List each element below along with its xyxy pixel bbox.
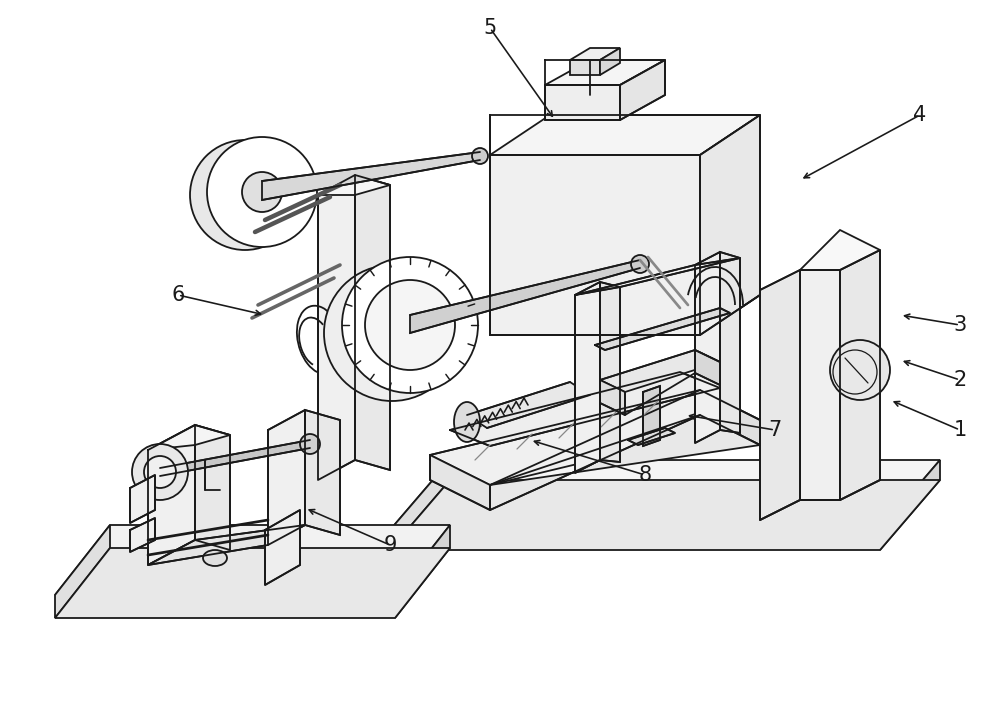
Text: 2: 2 [953, 370, 967, 390]
Polygon shape [695, 252, 720, 443]
Text: 6: 6 [171, 285, 185, 305]
Polygon shape [600, 282, 620, 462]
Text: 7: 7 [768, 420, 782, 440]
Polygon shape [130, 518, 155, 552]
Polygon shape [355, 175, 390, 470]
Polygon shape [268, 410, 305, 545]
Polygon shape [305, 410, 340, 535]
Polygon shape [318, 175, 355, 480]
Text: 9: 9 [383, 535, 397, 555]
Polygon shape [148, 425, 195, 565]
Polygon shape [575, 258, 740, 295]
Polygon shape [410, 260, 640, 333]
Polygon shape [390, 460, 450, 550]
Ellipse shape [830, 340, 890, 400]
Ellipse shape [203, 550, 227, 566]
Polygon shape [467, 382, 590, 428]
Polygon shape [800, 270, 840, 500]
Text: 1: 1 [953, 420, 967, 440]
Text: 8: 8 [638, 465, 652, 485]
Ellipse shape [581, 376, 599, 404]
Polygon shape [545, 60, 665, 85]
Ellipse shape [342, 257, 478, 393]
Polygon shape [720, 252, 740, 433]
Polygon shape [800, 230, 880, 270]
Ellipse shape [144, 456, 176, 488]
Ellipse shape [472, 148, 488, 164]
Polygon shape [700, 115, 760, 335]
Polygon shape [700, 390, 760, 445]
Polygon shape [318, 175, 390, 195]
Polygon shape [265, 510, 300, 585]
Text: 4: 4 [913, 105, 927, 125]
Polygon shape [430, 390, 760, 485]
Polygon shape [130, 475, 155, 523]
Ellipse shape [132, 444, 188, 500]
Polygon shape [160, 440, 310, 476]
Ellipse shape [454, 402, 480, 442]
Polygon shape [570, 60, 600, 75]
Ellipse shape [324, 265, 460, 401]
Ellipse shape [242, 172, 282, 212]
Ellipse shape [631, 255, 649, 273]
Polygon shape [695, 350, 720, 385]
Ellipse shape [190, 140, 300, 250]
Polygon shape [628, 428, 675, 445]
Polygon shape [570, 48, 620, 60]
Polygon shape [545, 85, 620, 120]
Polygon shape [760, 270, 800, 520]
Polygon shape [390, 480, 940, 550]
Polygon shape [643, 386, 660, 446]
Polygon shape [195, 425, 230, 550]
Polygon shape [148, 525, 305, 565]
Polygon shape [55, 525, 110, 618]
Polygon shape [450, 372, 720, 446]
Polygon shape [55, 525, 450, 595]
Polygon shape [620, 60, 665, 120]
Polygon shape [600, 380, 625, 415]
Polygon shape [840, 250, 880, 500]
Ellipse shape [207, 137, 317, 247]
Ellipse shape [365, 280, 455, 370]
Polygon shape [262, 152, 480, 200]
Polygon shape [575, 282, 600, 473]
Polygon shape [490, 415, 760, 510]
Text: 3: 3 [953, 315, 967, 335]
Polygon shape [490, 155, 700, 335]
Polygon shape [395, 525, 450, 618]
Polygon shape [600, 48, 620, 75]
Polygon shape [490, 115, 760, 155]
Polygon shape [600, 350, 720, 392]
Polygon shape [430, 455, 490, 510]
Polygon shape [390, 460, 940, 530]
Text: 5: 5 [483, 18, 497, 38]
Ellipse shape [300, 434, 320, 454]
Polygon shape [148, 425, 230, 450]
Polygon shape [55, 548, 450, 618]
Polygon shape [595, 308, 730, 350]
Polygon shape [880, 460, 940, 550]
